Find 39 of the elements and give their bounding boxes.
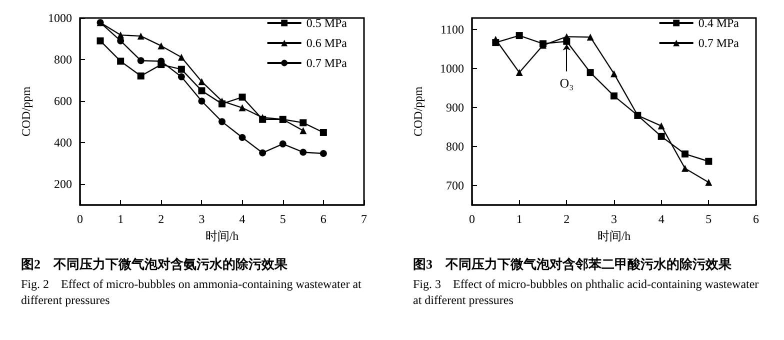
x-axis-title: 时间/h — [597, 228, 631, 243]
x-tick-label: 1 — [516, 212, 522, 226]
caption: Fig. 2 Effect of micro-bubbles on ammonia-containing wastewater at different pressures — [21, 277, 364, 307]
y-tick-label: 200 — [54, 177, 72, 192]
x-tick-label: 1 — [118, 212, 124, 226]
y-tick-label: 1100 — [440, 22, 464, 37]
caption: Fig. 3 Effect of micro-bubbles on phthalic acid-containing wastewater at different pressures — [413, 277, 762, 307]
y-tick-label: 400 — [54, 136, 72, 150]
x-tick-label: 3 — [198, 212, 205, 226]
x-tick-label: 5 — [280, 212, 286, 226]
x-tick-label: 6 — [753, 212, 759, 226]
x-tick-label: 4 — [658, 212, 664, 226]
legend-label: 0.7 MPa — [698, 36, 740, 50]
annotation: O₃ — [560, 75, 574, 90]
y-tick-label: 600 — [54, 94, 72, 108]
caption: 图2 不同压力下微气泡对含氨污水的除污效果 — [21, 256, 288, 272]
y-axis-title: COD/ppm — [19, 86, 33, 137]
legend-label: 0.6 MPa — [306, 36, 348, 50]
legend-label: 0.7 MPa — [306, 56, 348, 70]
legend-label: 0.5 MPa — [306, 16, 348, 30]
y-tick-label: 900 — [446, 100, 464, 115]
x-tick-label: 2 — [158, 212, 164, 226]
caption: 图3 不同压力下微气泡对含邻苯二甲酸污水的除污效果 — [413, 256, 732, 272]
y-tick-label: 800 — [446, 140, 464, 154]
y-tick-label: 800 — [54, 52, 72, 67]
x-tick-label: 4 — [239, 212, 246, 226]
legend-label: 0.4 MPa — [698, 16, 740, 30]
x-tick-label: 0 — [77, 212, 83, 226]
x-tick-label: 6 — [320, 212, 326, 226]
y-tick-label: 700 — [446, 178, 464, 193]
x-tick-label: 7 — [361, 212, 367, 226]
y-tick-label: 1000 — [440, 62, 464, 76]
x-tick-label: 0 — [469, 212, 475, 226]
x-tick-label: 5 — [706, 212, 712, 226]
x-tick-label: 3 — [611, 212, 617, 226]
y-tick-label: 1000 — [48, 11, 72, 25]
x-tick-label: 2 — [564, 212, 570, 226]
x-axis-title: 时间/h — [205, 228, 239, 243]
y-axis-title: COD/ppm — [411, 86, 425, 137]
